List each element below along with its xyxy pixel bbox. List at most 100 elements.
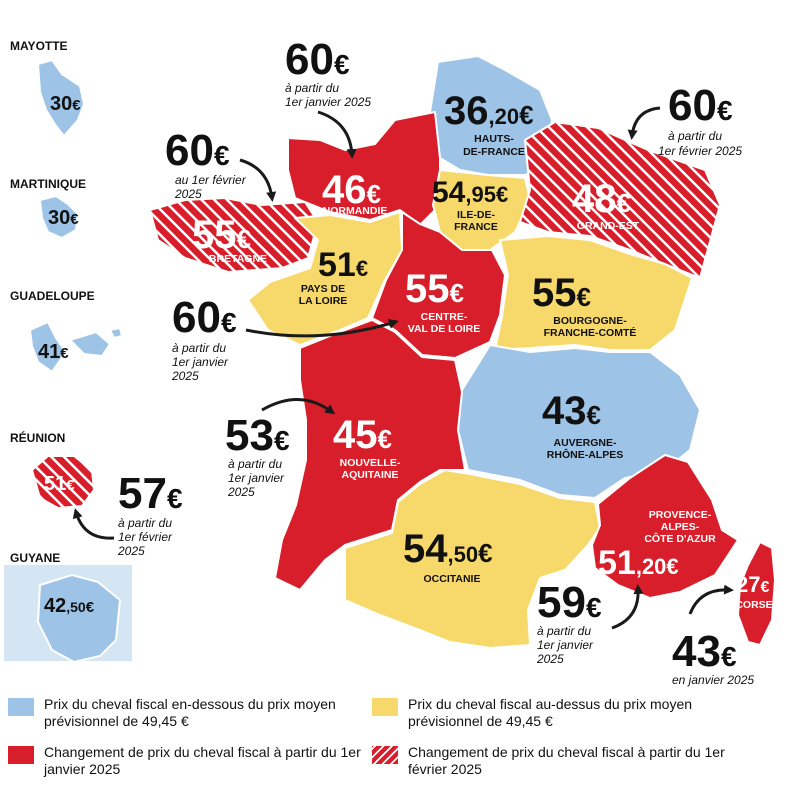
svg-text:FRANCHE-COMTÉ: FRANCHE-COMTÉ: [544, 326, 637, 339]
svg-text:27€: 27€: [736, 572, 769, 597]
legend-item-change-february: Changement de prix du cheval fiscal à pa…: [372, 744, 738, 778]
svg-text:36,20€: 36,20€: [444, 89, 534, 133]
arrow-grand-est: [627, 106, 661, 140]
svg-text:43€: 43€: [542, 389, 601, 433]
legend-swatch-hatched: [372, 746, 398, 764]
guyane-shape: [36, 573, 122, 664]
label-pays-de-la-loire: 51€ PAYS DE LA LOIRE: [299, 246, 368, 307]
svg-text:à partir du: à partir du: [228, 457, 282, 471]
mayotte-shape: [37, 59, 85, 137]
note-nouvelle-aquitaine: 53€ à partir du 1er janvier 2025: [225, 398, 336, 499]
region-nouvelle-aquitaine: [274, 319, 466, 591]
note-grand-est: 60€ à partir du 1er février 2025: [627, 81, 742, 158]
martinique-price: 30€: [48, 207, 79, 229]
svg-text:à partir du: à partir du: [118, 516, 172, 530]
svg-text:BRETAGNE: BRETAGNE: [209, 253, 267, 265]
legend-label-change-february: Changement de prix du cheval fiscal à pa…: [408, 744, 725, 777]
svg-text:BOURGOGNE-: BOURGOGNE-: [553, 315, 627, 327]
label-occitanie: 54,50€ OCCITANIE: [403, 527, 493, 585]
label-normandie: 46€ NORMANDIE: [322, 168, 387, 217]
note-bretagne: 60€ au 1er février 2025: [165, 126, 277, 202]
note-centre: 60€ à partir du 1er janvier 2025: [171, 293, 399, 383]
svg-text:à partir du: à partir du: [172, 341, 226, 355]
label-centre-val-de-loire: 55€ CENTRE- VAL DE LOIRE: [405, 267, 480, 335]
arrow-corse: [688, 584, 734, 615]
label-grand-est: 48€ GRAND-EST: [572, 177, 640, 232]
region-bretagne: [149, 197, 319, 273]
region-corse: [737, 541, 776, 646]
svg-text:1er janvier: 1er janvier: [228, 471, 285, 485]
svg-text:ILE-DE-: ILE-DE-: [457, 209, 495, 221]
svg-text:CÔTE D'AZUR: CÔTE D'AZUR: [644, 532, 716, 545]
note-reunion: 57€ à partir du 1er février 2025: [72, 469, 183, 558]
label-ile-de-france: 54,95€ ILE-DE- FRANCE: [432, 176, 508, 233]
svg-text:OCCITANIE: OCCITANIE: [424, 573, 481, 585]
svg-text:57€: 57€: [118, 469, 183, 518]
svg-text:RHÔNE-ALPES: RHÔNE-ALPES: [547, 448, 623, 461]
svg-text:43€: 43€: [672, 627, 737, 676]
guadeloupe-price: 41€: [38, 341, 69, 363]
svg-text:60€: 60€: [285, 35, 350, 84]
note-normandie: 60€ à partir du 1er janvier 2025: [285, 35, 371, 159]
arrow-normandie: [317, 110, 357, 159]
svg-text:AUVERGNE-: AUVERGNE-: [553, 437, 617, 449]
svg-text:PROVENCE-: PROVENCE-: [649, 509, 712, 521]
mayotte-price: 30€: [50, 93, 81, 115]
svg-text:1er février: 1er février: [118, 530, 173, 544]
svg-text:46€: 46€: [322, 168, 381, 212]
svg-text:60€: 60€: [165, 126, 230, 175]
region-grand-est: [519, 121, 721, 279]
svg-text:CENTRE-: CENTRE-: [421, 311, 468, 323]
label-nouvelle-aquitaine: 45€ NOUVELLE- AQUITAINE: [333, 413, 401, 481]
svg-text:51€: 51€: [318, 246, 368, 284]
svg-text:AQUITAINE: AQUITAINE: [342, 469, 399, 481]
reunion-title: RÉUNION: [10, 430, 65, 445]
legend-label-below: Prix du cheval fiscal en-dessous du prix…: [44, 696, 336, 729]
svg-text:54,50€: 54,50€: [403, 527, 493, 571]
svg-text:2025: 2025: [117, 544, 145, 558]
guadeloupe-title: GUADELOUPE: [10, 289, 95, 303]
legend: Prix du cheval fiscal en-dessous du prix…: [0, 690, 800, 800]
note-corse: 43€ en janvier 2025: [672, 584, 754, 687]
svg-text:NOUVELLE-: NOUVELLE-: [340, 457, 401, 469]
svg-text:NORMANDIE: NORMANDIE: [323, 205, 388, 217]
region-paca: [591, 454, 739, 599]
svg-text:2025: 2025: [536, 652, 564, 666]
legend-swatch-yellow: [372, 698, 398, 716]
legend-item-below: Prix du cheval fiscal en-dessous du prix…: [8, 696, 374, 730]
svg-text:1er janvier: 1er janvier: [537, 638, 594, 652]
reunion-shape: [31, 455, 95, 509]
svg-text:VAL DE LOIRE: VAL DE LOIRE: [408, 323, 481, 335]
legend-swatch-blue: [8, 698, 34, 716]
svg-text:HAUTS-: HAUTS-: [474, 133, 514, 145]
mayotte-title: MAYOTTE: [10, 39, 68, 53]
svg-text:45€: 45€: [333, 413, 392, 457]
svg-text:48€: 48€: [572, 177, 631, 221]
region-pays-de-la-loire: [247, 211, 403, 346]
label-paca: PROVENCE- ALPES- CÔTE D'AZUR 51,20€: [598, 509, 716, 582]
guyane-price: 42,50€: [44, 595, 95, 617]
label-corse: 27€ CORSE: [735, 572, 772, 611]
label-hauts-de-france: 36,20€ HAUTS- DE-FRANCE: [444, 89, 534, 158]
svg-text:à partir du: à partir du: [668, 129, 722, 143]
arrow-paca: [611, 584, 644, 630]
svg-text:1er janvier: 1er janvier: [172, 355, 229, 369]
svg-text:ALPES-: ALPES-: [661, 521, 700, 533]
region-bourgogne-franche-comte: [494, 235, 693, 351]
svg-text:2025: 2025: [174, 187, 202, 201]
svg-text:à partir du: à partir du: [537, 624, 591, 638]
svg-text:en janvier 2025: en janvier 2025: [672, 673, 754, 687]
svg-text:LA LOIRE: LA LOIRE: [299, 295, 348, 307]
svg-text:à partir du: à partir du: [285, 81, 339, 95]
label-bretagne: 55€ BRETAGNE: [192, 213, 267, 265]
legend-label-above: Prix du cheval fiscal au-dessus du prix …: [408, 696, 693, 729]
guyane-title: GUYANE: [10, 551, 60, 565]
region-centre-val-de-loire: [371, 211, 506, 359]
svg-text:59€: 59€: [537, 578, 602, 627]
svg-text:au 1er février: au 1er février: [175, 173, 247, 187]
svg-text:55€: 55€: [405, 267, 464, 311]
legend-label-change-january: Changement de prix du cheval fiscal à pa…: [44, 744, 361, 777]
martinique-title: MARTINIQUE: [10, 177, 86, 191]
svg-text:1er février 2025: 1er février 2025: [658, 144, 742, 158]
region-occitanie: [344, 469, 601, 649]
